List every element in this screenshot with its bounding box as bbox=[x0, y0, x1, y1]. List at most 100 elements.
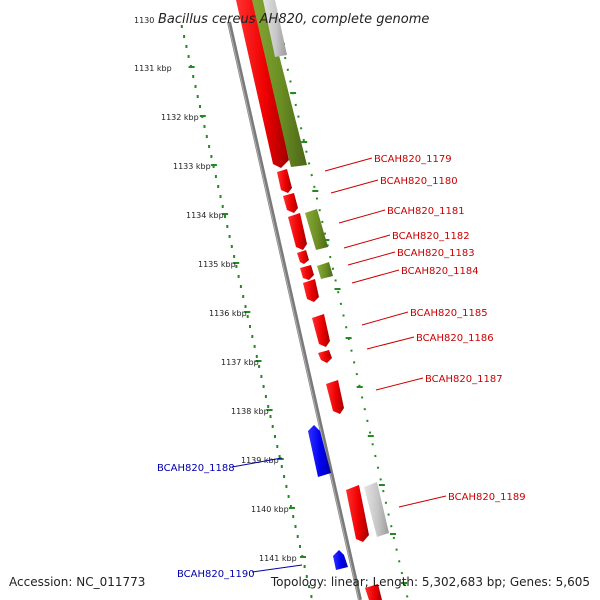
gene-arrow-forward bbox=[326, 380, 344, 414]
gene-arrow-forward bbox=[312, 314, 330, 347]
scale-dot bbox=[310, 595, 313, 598]
scale-dot bbox=[210, 155, 213, 158]
scale-dot bbox=[278, 455, 281, 458]
gene-label-leader bbox=[330, 179, 379, 194]
feature-grey-1 bbox=[263, 0, 287, 57]
scale-dot bbox=[230, 245, 233, 248]
gene-label-leader bbox=[347, 251, 396, 266]
scale-dot bbox=[283, 475, 286, 478]
scale-dot bbox=[246, 315, 249, 318]
scale-tick-label: 1141 kbp bbox=[259, 554, 297, 563]
scale-dot bbox=[269, 415, 272, 418]
scale-dot bbox=[271, 425, 274, 428]
scale-dot bbox=[180, 25, 183, 28]
gene-arrow-forward bbox=[346, 485, 369, 542]
scale-dot bbox=[308, 585, 311, 588]
feature-green-3 bbox=[317, 262, 333, 279]
scale-dot bbox=[233, 255, 236, 258]
scale-dot bbox=[264, 395, 267, 398]
scale-dot bbox=[262, 385, 265, 388]
gene-arrow-forward bbox=[288, 213, 307, 250]
scale-dot bbox=[221, 205, 224, 208]
gene-label-forward-1187[interactable]: BCAH820_1187 bbox=[425, 374, 503, 385]
scale-tick-label: 1140 kbp bbox=[251, 505, 289, 514]
scale-dot bbox=[203, 125, 206, 128]
scale-dot bbox=[194, 85, 197, 88]
scale-dot bbox=[274, 435, 276, 438]
scale-tick-label: 1137 kbp bbox=[221, 358, 259, 367]
scale-dot bbox=[280, 465, 283, 468]
scale-dot bbox=[292, 515, 295, 518]
gene-label-leader bbox=[366, 336, 415, 350]
scale-dot bbox=[224, 215, 226, 218]
gene-label-reverse-1188[interactable]: BCAH820_1188 bbox=[157, 463, 235, 474]
gene-arrow-reverse bbox=[308, 425, 331, 477]
scale-dot bbox=[226, 225, 229, 228]
gene-label-forward-1185[interactable]: BCAH820_1185 bbox=[410, 308, 488, 319]
feature-grey-2 bbox=[364, 482, 389, 537]
gene-arrow-forward bbox=[277, 169, 292, 193]
feature-green-2 bbox=[305, 209, 328, 250]
gene-label-leader bbox=[361, 311, 409, 326]
gene-label-forward-1189[interactable]: BCAH820_1189 bbox=[448, 492, 526, 503]
scale-dot bbox=[287, 495, 290, 498]
scale-dot bbox=[260, 375, 263, 378]
scale-dot bbox=[205, 135, 208, 138]
scale-dot bbox=[185, 45, 188, 48]
scale-dot bbox=[267, 405, 270, 408]
scale-tick-label: 1135 kbp bbox=[198, 260, 236, 269]
gene-arrow-forward bbox=[297, 250, 309, 264]
scale-dot bbox=[239, 285, 242, 288]
scale-dot bbox=[217, 185, 220, 188]
scale-dot bbox=[249, 325, 251, 328]
scale-dot bbox=[214, 175, 217, 178]
gene-label-forward-1184[interactable]: BCAH820_1184 bbox=[401, 266, 479, 277]
sequence-scale: 1131 kbp 1132 kbp 1133 kbp 1134 kbp 1135 kbp… bbox=[134, 25, 408, 598]
scale-tick-label: 1134 kbp bbox=[186, 211, 224, 220]
gene-label-forward-1180[interactable]: BCAH820_1180 bbox=[380, 176, 458, 187]
scale-dot bbox=[187, 55, 190, 58]
scale-dot bbox=[299, 545, 301, 548]
scale-dot bbox=[244, 305, 247, 308]
scale-dot bbox=[294, 525, 297, 528]
gene-label-leader bbox=[375, 377, 424, 391]
scale-dot bbox=[208, 145, 211, 148]
scale-dot bbox=[196, 95, 199, 98]
scale-dot bbox=[199, 105, 201, 108]
scale-dot bbox=[303, 565, 306, 568]
gene-label-leader bbox=[338, 209, 386, 224]
scale-dot bbox=[285, 485, 288, 488]
gene-label-reverse-1190[interactable]: BCAH820_1190 bbox=[177, 569, 255, 580]
gene-arrow-forward bbox=[303, 279, 319, 302]
genome-backbone-highlight bbox=[227, 21, 360, 600]
gene-label-forward-1179[interactable]: BCAH820_1179 bbox=[374, 154, 452, 165]
gene-arrow-forward bbox=[318, 350, 332, 363]
scale-dot bbox=[276, 445, 279, 448]
page-title: Bacillus cereus AH820, complete genome bbox=[158, 12, 429, 27]
scale-dot bbox=[305, 575, 308, 578]
scale-dot bbox=[235, 265, 238, 268]
feature-green-1 bbox=[248, 0, 307, 167]
genome-backbone bbox=[227, 21, 362, 600]
gene-labels: BCAH820_1179 BCAH820_1180 BCAH820_1181 BCAH… bbox=[157, 154, 526, 580]
gene-label-forward-1186[interactable]: BCAH820_1186 bbox=[416, 333, 494, 344]
scale-dot bbox=[183, 35, 186, 38]
gene-arrow-forward bbox=[300, 265, 314, 280]
gene-arrow-forward bbox=[365, 584, 382, 600]
scale-dot bbox=[258, 365, 261, 368]
gene-label-forward-1182[interactable]: BCAH820_1182 bbox=[392, 231, 470, 242]
scale-dot bbox=[219, 195, 222, 198]
scale-dot bbox=[296, 535, 299, 538]
gene-label-leader bbox=[324, 157, 373, 172]
gene-label-forward-1181[interactable]: BCAH820_1181 bbox=[387, 206, 465, 217]
scale-dot bbox=[242, 295, 245, 298]
scale-dot bbox=[192, 75, 195, 78]
scale-tick-label: 1138 kbp bbox=[231, 407, 269, 416]
gene-label-forward-1183[interactable]: BCAH820_1183 bbox=[397, 248, 475, 259]
gene-label-leader bbox=[398, 495, 447, 508]
scale-dot bbox=[289, 505, 292, 508]
start-coordinate: 1130 bbox=[134, 16, 154, 25]
scale-dot bbox=[212, 165, 215, 168]
scale-tick-label: 1136 kbp bbox=[209, 309, 247, 318]
